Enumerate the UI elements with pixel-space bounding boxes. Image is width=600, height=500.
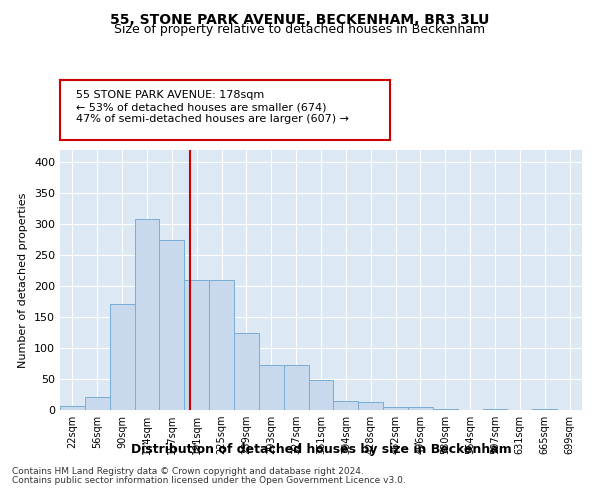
Bar	[408, 407, 433, 410]
Text: Distribution of detached houses by size in Beckenham: Distribution of detached houses by size …	[131, 442, 511, 456]
Text: 55 STONE PARK AVENUE: 178sqm
← 53% of detached houses are smaller (674)
47% of s: 55 STONE PARK AVENUE: 178sqm ← 53% of de…	[77, 90, 349, 124]
Bar	[259, 366, 284, 410]
Text: Contains public sector information licensed under the Open Government Licence v3: Contains public sector information licen…	[12, 476, 406, 485]
Bar	[85, 397, 110, 410]
Bar	[209, 280, 234, 410]
Bar	[383, 407, 408, 410]
Bar	[532, 409, 557, 410]
Text: Contains HM Land Registry data © Crown copyright and database right 2024.: Contains HM Land Registry data © Crown c…	[12, 467, 364, 476]
Bar	[358, 402, 383, 410]
Bar	[482, 409, 508, 410]
Bar	[160, 240, 184, 410]
Y-axis label: Number of detached properties: Number of detached properties	[19, 192, 28, 368]
Text: Size of property relative to detached houses in Beckenham: Size of property relative to detached ho…	[115, 22, 485, 36]
Bar	[234, 332, 259, 410]
Bar	[334, 402, 358, 410]
Bar	[134, 220, 160, 410]
Bar	[433, 409, 458, 410]
Bar	[60, 406, 85, 410]
Text: 55, STONE PARK AVENUE, BECKENHAM, BR3 3LU: 55, STONE PARK AVENUE, BECKENHAM, BR3 3L…	[110, 12, 490, 26]
Bar	[110, 304, 134, 410]
Bar	[184, 280, 209, 410]
Bar	[284, 366, 308, 410]
Bar	[308, 380, 334, 410]
